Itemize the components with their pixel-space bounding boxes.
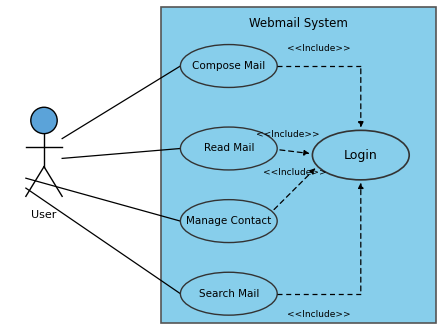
Circle shape (31, 107, 57, 134)
Ellipse shape (180, 272, 277, 315)
Ellipse shape (180, 127, 277, 170)
Text: Login: Login (344, 148, 378, 162)
Text: Webmail System: Webmail System (249, 16, 348, 29)
Text: Compose Mail: Compose Mail (192, 61, 265, 71)
Ellipse shape (180, 200, 277, 243)
Text: <<Include>>: <<Include>> (257, 129, 320, 139)
Ellipse shape (312, 130, 409, 180)
Text: Search Mail: Search Mail (198, 289, 259, 299)
Text: <<Include>>: <<Include>> (263, 168, 326, 177)
FancyBboxPatch shape (161, 7, 436, 323)
Text: Read Mail: Read Mail (204, 144, 254, 153)
Text: User: User (31, 210, 57, 219)
Ellipse shape (180, 45, 277, 87)
Text: Manage Contact: Manage Contact (186, 216, 271, 226)
Text: <<Include>>: <<Include>> (287, 44, 351, 53)
Text: <<Include>>: <<Include>> (287, 310, 351, 319)
